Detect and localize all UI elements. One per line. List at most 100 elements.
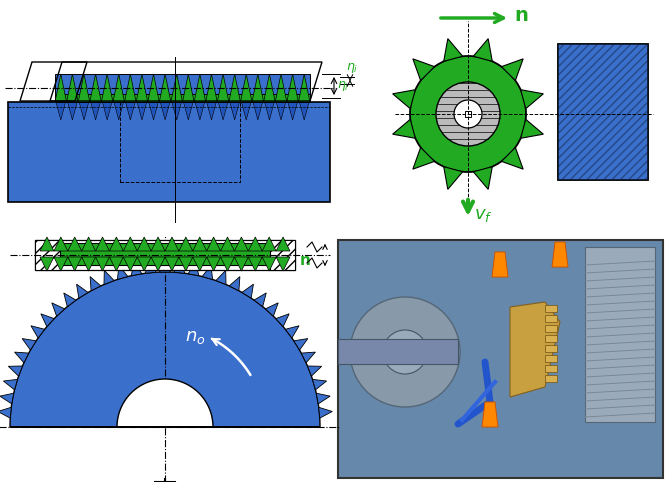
- Polygon shape: [41, 314, 54, 327]
- Polygon shape: [15, 352, 29, 363]
- Polygon shape: [95, 257, 109, 271]
- Polygon shape: [9, 366, 23, 376]
- Polygon shape: [413, 59, 434, 80]
- Polygon shape: [179, 237, 193, 251]
- Polygon shape: [123, 257, 137, 271]
- Polygon shape: [151, 257, 165, 271]
- Polygon shape: [90, 277, 101, 291]
- Bar: [558, 44, 648, 180]
- Polygon shape: [123, 237, 137, 251]
- Polygon shape: [413, 147, 434, 169]
- Polygon shape: [31, 326, 45, 338]
- Polygon shape: [552, 242, 568, 267]
- Polygon shape: [165, 237, 179, 251]
- Bar: [585, 247, 655, 422]
- Polygon shape: [3, 379, 17, 390]
- Polygon shape: [0, 393, 14, 404]
- Bar: [40, 243, 290, 257]
- Polygon shape: [205, 74, 217, 102]
- Polygon shape: [276, 314, 289, 327]
- Polygon shape: [159, 259, 171, 272]
- Polygon shape: [95, 237, 109, 251]
- Polygon shape: [285, 326, 299, 338]
- Polygon shape: [474, 39, 492, 61]
- Bar: [545, 315, 557, 322]
- Polygon shape: [55, 74, 67, 102]
- Polygon shape: [183, 102, 193, 120]
- Bar: [545, 365, 557, 372]
- Polygon shape: [444, 167, 463, 189]
- Polygon shape: [307, 366, 321, 376]
- Polygon shape: [393, 120, 416, 138]
- Polygon shape: [294, 338, 308, 350]
- Polygon shape: [202, 266, 213, 280]
- Polygon shape: [482, 402, 498, 427]
- Circle shape: [350, 297, 460, 407]
- Polygon shape: [444, 39, 463, 61]
- Polygon shape: [195, 102, 205, 120]
- Polygon shape: [137, 257, 151, 271]
- Polygon shape: [54, 257, 68, 271]
- Polygon shape: [265, 303, 278, 316]
- Polygon shape: [147, 74, 159, 102]
- Polygon shape: [207, 257, 221, 271]
- Polygon shape: [165, 257, 179, 271]
- Bar: [8, 102, 330, 202]
- Polygon shape: [171, 74, 183, 102]
- Polygon shape: [253, 102, 263, 120]
- Polygon shape: [193, 237, 207, 251]
- Polygon shape: [10, 272, 320, 427]
- Polygon shape: [159, 74, 171, 102]
- Polygon shape: [288, 102, 297, 120]
- Polygon shape: [151, 237, 165, 251]
- Polygon shape: [113, 74, 125, 102]
- Polygon shape: [248, 237, 262, 251]
- Polygon shape: [252, 74, 263, 102]
- Polygon shape: [301, 352, 315, 363]
- Bar: [55, 94, 310, 102]
- Polygon shape: [207, 237, 221, 251]
- Polygon shape: [131, 262, 142, 276]
- Polygon shape: [68, 237, 81, 251]
- Text: $\eta_i$: $\eta_i$: [346, 61, 358, 75]
- Polygon shape: [207, 102, 216, 120]
- Bar: [35, 240, 295, 270]
- Polygon shape: [502, 147, 523, 169]
- Polygon shape: [125, 74, 136, 102]
- Polygon shape: [276, 237, 290, 251]
- Polygon shape: [230, 102, 239, 120]
- Polygon shape: [216, 270, 226, 284]
- Polygon shape: [234, 237, 248, 251]
- Polygon shape: [78, 74, 90, 102]
- Text: n: n: [514, 6, 528, 25]
- Polygon shape: [188, 262, 199, 276]
- Polygon shape: [81, 257, 95, 271]
- Polygon shape: [241, 74, 252, 102]
- Bar: [270, 240, 295, 270]
- Polygon shape: [241, 102, 251, 120]
- Polygon shape: [242, 284, 253, 298]
- Text: $n_o$: $n_o$: [185, 328, 205, 346]
- Polygon shape: [0, 407, 11, 418]
- Polygon shape: [125, 102, 135, 120]
- Bar: [338, 240, 663, 478]
- Polygon shape: [263, 74, 275, 102]
- Polygon shape: [40, 237, 54, 251]
- Bar: [545, 305, 557, 312]
- Polygon shape: [221, 237, 234, 251]
- Polygon shape: [79, 102, 89, 120]
- Polygon shape: [52, 303, 65, 316]
- Polygon shape: [22, 338, 36, 350]
- Polygon shape: [136, 74, 147, 102]
- Polygon shape: [64, 293, 76, 307]
- Bar: [545, 325, 557, 332]
- Polygon shape: [265, 102, 274, 120]
- Polygon shape: [234, 257, 248, 271]
- Polygon shape: [194, 74, 205, 102]
- Text: n: n: [300, 253, 311, 268]
- Polygon shape: [56, 102, 65, 120]
- Bar: [338, 339, 458, 364]
- Polygon shape: [90, 74, 101, 102]
- Polygon shape: [40, 257, 54, 271]
- Polygon shape: [149, 102, 158, 120]
